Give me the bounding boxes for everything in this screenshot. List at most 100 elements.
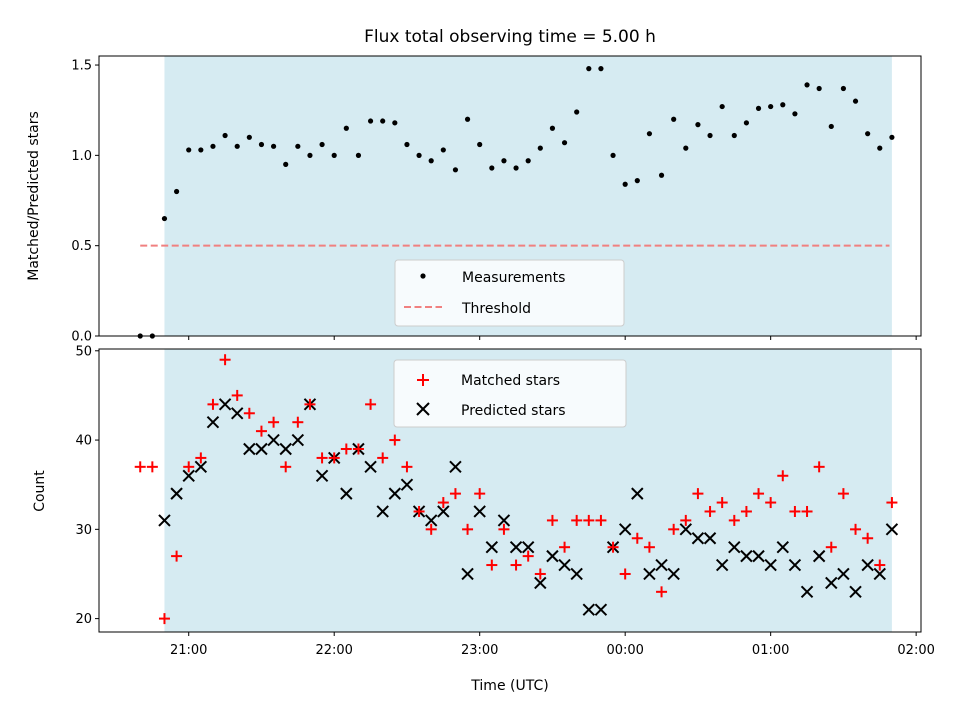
predicted-star-point: [703, 532, 717, 545]
matched-star-point: [813, 461, 825, 473]
predicted-star-point: [728, 540, 741, 554]
predicted-star-point: [291, 433, 305, 447]
measurement-point: [780, 102, 786, 108]
measurement-point: [234, 143, 240, 149]
predicted-star-point: [837, 567, 850, 581]
predicted-star-point: [800, 585, 814, 599]
measurement-point: [574, 109, 580, 115]
predicted-star-point: [315, 469, 329, 482]
matched-star-point: [304, 398, 316, 410]
matched-star-point: [437, 497, 449, 509]
count-x-tick-label: 23:00: [461, 643, 498, 658]
predicted-star-point: [873, 567, 886, 581]
ratio-legend-box: [394, 259, 625, 327]
measurement-point: [743, 120, 750, 126]
predicted-star-point: [424, 514, 438, 527]
measurement-point: [343, 125, 349, 131]
measurement-point: [428, 158, 434, 164]
count-panel-frame: [98, 348, 922, 633]
matched-star-point: [352, 443, 364, 455]
predicted-star-point: [558, 558, 571, 572]
matched-star-point: [607, 541, 619, 553]
ratio-y-tick-label: 1.5: [71, 59, 92, 74]
matched-star-point: [862, 532, 874, 544]
matched-star-point: [231, 389, 243, 401]
measurement-point: [598, 66, 604, 72]
measurement-point: [270, 143, 277, 149]
count-y-tick-label: 40: [75, 434, 92, 449]
matched-star-point: [583, 514, 595, 526]
measurement-point: [610, 152, 616, 158]
predicted-star-point: [667, 567, 680, 581]
measurement-point: [816, 85, 822, 92]
count-x-tick-label: 21:00: [170, 643, 207, 658]
predicted-star-point: [158, 514, 171, 527]
matched-star-point: [837, 488, 849, 500]
measurement-point: [622, 181, 628, 187]
matched-star-point: [425, 523, 437, 535]
predicted-star-point: [679, 523, 693, 536]
predicted-star-point: [194, 460, 208, 474]
predicted-star-point: [182, 469, 195, 482]
predicted-star-point: [400, 478, 414, 491]
matched-star-point: [134, 461, 146, 473]
matched-star-point: [401, 461, 413, 473]
measurement-points: [137, 66, 895, 339]
predicted-star-point: [691, 532, 705, 545]
matched-star-point: [183, 461, 195, 473]
legend-measurements-label: Measurements: [462, 270, 565, 286]
matched-star-point: [559, 541, 571, 553]
measurement-point: [586, 66, 592, 72]
matched-star-point: [171, 550, 183, 562]
predicted-star-point: [473, 505, 486, 518]
measurement-point: [840, 85, 847, 92]
measurement-point: [804, 82, 810, 88]
matched-star-point: [728, 514, 740, 526]
matched-star-point: [631, 532, 643, 544]
ratio-legend: Measurements Threshold: [394, 259, 625, 327]
matched-star-point: [316, 452, 328, 464]
measurement-point: [755, 105, 762, 111]
measurement-point: [501, 158, 507, 164]
matched-star-point: [243, 407, 255, 419]
measurement-point: [210, 143, 216, 149]
matched-star-point: [449, 488, 461, 500]
legend-measurements-marker: [420, 273, 426, 279]
matched-star-point: [534, 568, 546, 580]
matched-star-point: [704, 505, 716, 517]
measurement-point: [671, 116, 677, 122]
matched-star-point: [522, 550, 534, 562]
measurement-point: [440, 147, 446, 153]
legend-predicted-label: Predicted stars: [461, 403, 566, 419]
ratio-y-label: Matched/Predicted stars: [26, 111, 42, 281]
predicted-star-point: [388, 487, 402, 500]
matched-star-point: [571, 514, 583, 526]
matched-star-point: [740, 505, 752, 517]
matched-star-point: [377, 452, 389, 464]
predicted-star-point: [594, 603, 608, 616]
matched-star-point: [886, 497, 898, 509]
matched-star-point: [668, 523, 680, 535]
matched-star-point: [692, 488, 704, 500]
measurement-point: [464, 116, 471, 122]
matched-star-point: [825, 541, 837, 553]
ratio-y-ticks: 0.0 0.5 1.0 1.5: [71, 59, 99, 345]
predicted-star-point: [243, 442, 256, 456]
count-y-tick-label: 20: [75, 612, 92, 627]
count-x-tick-label: 00:00: [606, 643, 643, 658]
measurement-point: [186, 147, 192, 153]
measurement-point: [416, 152, 422, 158]
matched-star-point: [158, 613, 170, 625]
predicted-star-point: [279, 442, 292, 456]
predicted-star-point: [715, 558, 729, 572]
count-x-tick-label: 01:00: [752, 643, 789, 658]
predicted-star-point: [582, 603, 596, 616]
measurement-point: [489, 165, 495, 171]
predicted-star-point: [546, 549, 559, 563]
predicted-star-point: [231, 407, 244, 420]
chart-title: Flux total observing time = 5.00 h: [364, 27, 656, 47]
count-legend-box: [393, 359, 627, 428]
measurement-point: [246, 134, 252, 140]
